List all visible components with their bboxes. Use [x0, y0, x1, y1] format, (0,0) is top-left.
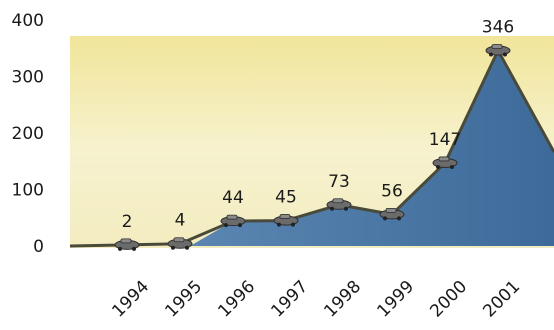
- data-point-marker: [220, 214, 246, 228]
- y-tick-label: 400: [12, 11, 44, 31]
- x-axis: 1994 1995 1996 1997 1998 1999 2000 2001: [108, 277, 524, 322]
- x-tick-label: 1996: [214, 277, 259, 322]
- data-point-marker: [485, 44, 511, 57]
- y-tick-label: 200: [12, 124, 44, 144]
- data-point-marker: [167, 237, 193, 250]
- y-tick-label: 0: [33, 237, 44, 257]
- data-label: 73: [328, 172, 350, 192]
- x-tick-label: 1999: [373, 277, 418, 322]
- data-label: 2: [122, 212, 133, 232]
- x-tick-label: 2001: [479, 277, 524, 322]
- data-label: 4: [175, 211, 186, 231]
- markers: [114, 44, 511, 251]
- area-fill: [190, 50, 554, 247]
- data-point-marker: [326, 198, 352, 211]
- data-point-marker: [432, 156, 458, 169]
- x-tick-label: 1994: [108, 277, 153, 322]
- data-label: 45: [275, 188, 297, 208]
- y-tick-label: 300: [12, 68, 44, 88]
- y-tick-label: 100: [12, 181, 44, 201]
- data-point-marker: [114, 238, 140, 251]
- series: [69, 49, 554, 248]
- series-line: [69, 49, 554, 248]
- data-point-marker: [273, 214, 299, 227]
- data-point-marker: [379, 207, 405, 221]
- x-tick-label: 2000: [426, 277, 471, 322]
- y-axis: 0 100 200 300 400: [12, 11, 44, 257]
- x-tick-label: 1998: [320, 277, 365, 322]
- data-label: 147: [429, 130, 461, 150]
- x-tick-label: 1997: [267, 277, 312, 322]
- x-tick-label: 1995: [161, 277, 206, 322]
- data-label: 56: [381, 181, 403, 201]
- data-label: 346: [482, 18, 514, 38]
- data-label: 44: [222, 188, 244, 208]
